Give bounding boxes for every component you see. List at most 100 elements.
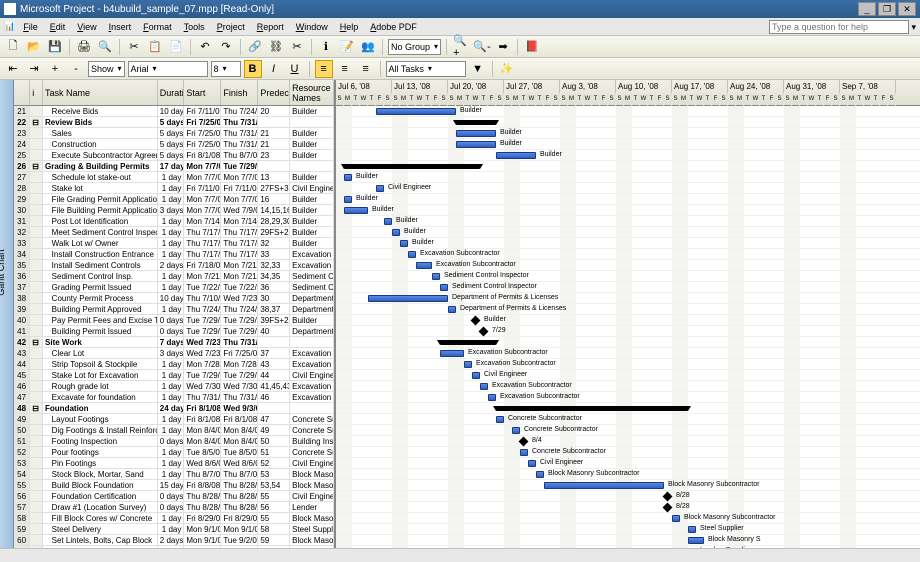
gantt-row[interactable]: Civil Engineer: [336, 370, 920, 381]
task-name-cell[interactable]: Footing Inspection: [43, 436, 158, 446]
resource-cell[interactable]: Builder: [290, 139, 334, 149]
resource-cell[interactable]: Block Mason: [290, 469, 334, 479]
task-name-cell[interactable]: Strip Topsoil & Stockpile: [43, 359, 158, 369]
start-cell[interactable]: Wed 8/6/08: [184, 458, 221, 468]
table-row[interactable]: 49 Layout Footings1 dayFri 8/1/08Fri 8/1…: [14, 414, 334, 425]
predecessors-cell[interactable]: 20: [258, 106, 290, 116]
resource-cell[interactable]: Builder: [290, 150, 334, 160]
resource-cell[interactable]: Lender: [290, 502, 334, 512]
predecessors-cell[interactable]: 14,15,16: [258, 205, 290, 215]
task-bar[interactable]: [344, 207, 368, 214]
table-row[interactable]: 39 Building Permit Approved1 dayThu 7/24…: [14, 304, 334, 315]
resource-cell[interactable]: Concrete Su: [290, 447, 334, 457]
help-dropdown-icon[interactable]: ▾: [911, 22, 916, 32]
group-combo[interactable]: No Group: [388, 39, 441, 55]
table-row[interactable]: 44 Strip Topsoil & Stockpile1 dayMon 7/2…: [14, 359, 334, 370]
gantt-row[interactable]: [336, 403, 920, 414]
finish-cell[interactable]: Thu 7/31/08: [221, 392, 258, 402]
fontsize-combo[interactable]: 8: [211, 61, 241, 77]
finish-cell[interactable]: Tue 7/29/08: [221, 161, 258, 171]
duration-cell[interactable]: 1 day: [158, 194, 185, 204]
underline-button[interactable]: U: [286, 60, 304, 78]
show-combo[interactable]: Show: [88, 61, 125, 77]
task-name-cell[interactable]: Build Block Foundation: [43, 480, 158, 490]
gantt-row[interactable]: Excavation Subcontractor: [336, 392, 920, 403]
task-bar[interactable]: [448, 306, 456, 313]
finish-cell[interactable]: Tue 7/29/08: [221, 326, 258, 336]
gantt-row[interactable]: Builder: [336, 216, 920, 227]
help-input[interactable]: [769, 20, 909, 34]
predecessors-cell[interactable]: 46: [258, 392, 290, 402]
gantt-row[interactable]: Sediment Control Inspector: [336, 282, 920, 293]
predecessors-cell[interactable]: 36: [258, 282, 290, 292]
menu-view[interactable]: View: [71, 21, 102, 33]
task-bar[interactable]: [536, 471, 544, 478]
task-name-cell[interactable]: Grading Permit Issued: [43, 282, 158, 292]
task-name-cell[interactable]: Execute Subcontractor Agreeme: [43, 150, 158, 160]
table-row[interactable]: 26⊟Grading & Building Permits17 daysMon …: [14, 161, 334, 172]
duration-cell[interactable]: 1 day: [158, 425, 185, 435]
duration-cell[interactable]: 0 days: [158, 326, 185, 336]
predecessors-cell[interactable]: 32: [258, 238, 290, 248]
start-cell[interactable]: Tue 7/29/08: [184, 370, 221, 380]
task-bar[interactable]: [440, 350, 464, 357]
task-name-cell[interactable]: File Grading Permit Application: [43, 194, 158, 204]
gantt-row[interactable]: [336, 337, 920, 348]
gantt-row[interactable]: Builder: [336, 227, 920, 238]
start-cell[interactable]: Wed 7/23/08: [184, 348, 221, 358]
gantt-row[interactable]: 8/4: [336, 436, 920, 447]
finish-cell[interactable]: Thu 7/17/08: [221, 249, 258, 259]
table-row[interactable]: 55 Build Block Foundation15 daysFri 8/8/…: [14, 480, 334, 491]
predecessors-cell[interactable]: 44: [258, 370, 290, 380]
start-cell[interactable]: Fri 7/25/08: [184, 139, 221, 149]
resource-cell[interactable]: Excavation S: [290, 359, 334, 369]
duration-cell[interactable]: 0 days: [158, 502, 185, 512]
start-cell[interactable]: Tue 7/29/08: [184, 315, 221, 325]
milestone-marker[interactable]: [519, 437, 529, 447]
task-bar[interactable]: [432, 273, 440, 280]
summary-bar[interactable]: [456, 120, 496, 125]
start-cell[interactable]: Mon 9/1/08: [184, 524, 221, 534]
menu-help[interactable]: Help: [334, 21, 365, 33]
resource-cell[interactable]: Building Insp: [290, 436, 334, 446]
table-row[interactable]: 38 County Permit Process10 daysThu 7/10/…: [14, 293, 334, 304]
start-cell[interactable]: Mon 8/4/08: [184, 425, 221, 435]
finish-cell[interactable]: Fri 8/29/08: [221, 513, 258, 523]
task-name-cell[interactable]: Sediment Control Insp.: [43, 271, 158, 281]
task-bar[interactable]: [376, 108, 456, 115]
table-row[interactable]: 57 Draw #1 (Location Survey)0 daysThu 8/…: [14, 502, 334, 513]
task-name-cell[interactable]: Schedule lot stake-out: [43, 172, 158, 182]
resource-cell[interactable]: Department c: [290, 293, 334, 303]
filter-combo[interactable]: All Tasks: [386, 61, 466, 77]
gantt-row[interactable]: Steel Supplier: [336, 524, 920, 535]
task-name-cell[interactable]: Excavate for foundation: [43, 392, 158, 402]
paste-button[interactable]: 📄: [167, 38, 185, 56]
resource-cell[interactable]: Builder: [290, 194, 334, 204]
autofilter-button[interactable]: ▼: [469, 60, 487, 78]
gantt-row[interactable]: Block Masonry Subcontractor: [336, 469, 920, 480]
finish-cell[interactable]: Mon 7/21/08: [221, 271, 258, 281]
predecessors-cell[interactable]: 21: [258, 139, 290, 149]
finish-cell[interactable]: Wed 7/30/08: [221, 381, 258, 391]
summary-bar[interactable]: [496, 406, 688, 411]
table-row[interactable]: 22⊟Review Bids5 daysFri 7/25/08Thu 7/31/…: [14, 117, 334, 128]
table-row[interactable]: 34 Install Construction Entrance1 dayThu…: [14, 249, 334, 260]
predecessors-cell[interactable]: 59: [258, 535, 290, 545]
start-cell[interactable]: Thu 8/28/08: [184, 491, 221, 501]
task-name-cell[interactable]: Rough grade lot: [43, 381, 158, 391]
task-bar[interactable]: [400, 240, 408, 247]
table-row[interactable]: 41 Building Permit Issued0 daysTue 7/29/…: [14, 326, 334, 337]
predecessors-cell[interactable]: 53: [258, 469, 290, 479]
gantt-row[interactable]: Concrete Subcontractor: [336, 414, 920, 425]
notes-button[interactable]: 📝: [338, 38, 356, 56]
italic-button[interactable]: I: [265, 60, 283, 78]
duration-cell[interactable]: 1 day: [158, 513, 185, 523]
predecessors-cell[interactable]: [258, 337, 290, 347]
duration-cell[interactable]: 10 days: [158, 106, 185, 116]
resource-cell[interactable]: Civil Enginee: [290, 491, 334, 501]
duration-cell[interactable]: 24 days: [158, 403, 185, 413]
gantt-row[interactable]: 8/28: [336, 502, 920, 513]
finish-cell[interactable]: Wed 9/3/08: [221, 403, 258, 413]
resource-cell[interactable]: [290, 337, 334, 347]
predecessors-cell[interactable]: 23: [258, 150, 290, 160]
